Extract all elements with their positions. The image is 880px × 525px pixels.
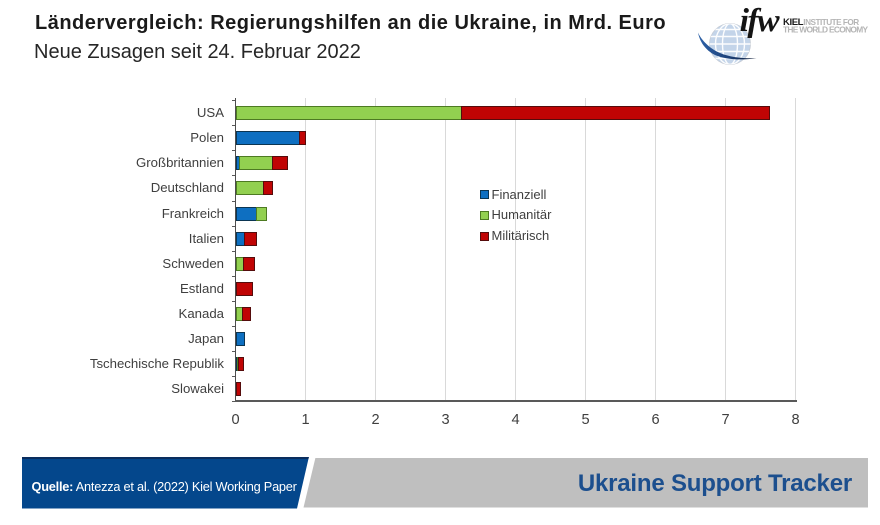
svg-text:KIEL: KIEL — [783, 17, 804, 28]
svg-text:INSTITUTE FOR: INSTITUTE FOR — [803, 18, 859, 27]
svg-text:ifw: ifw — [740, 2, 781, 39]
svg-text:THE WORLD ECONOMY: THE WORLD ECONOMY — [783, 25, 869, 35]
